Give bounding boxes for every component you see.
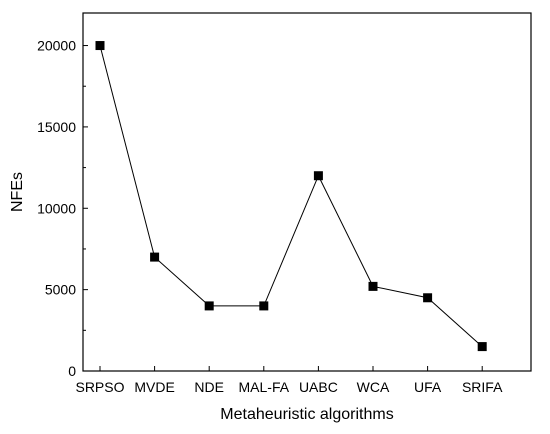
x-axis: SRPSO MVDE NDE MAL-FA UABC WCA UFA SRIFA (75, 366, 503, 395)
y-tick-label: 0 (68, 363, 76, 379)
data-point-wca (368, 281, 378, 291)
data-point-nde (204, 301, 214, 311)
x-tick-label: UABC (299, 379, 338, 395)
y-axis-title: NFEs (9, 172, 26, 212)
y-axis: 0 5000 10000 15000 20000 (37, 38, 88, 379)
y-tick-label: 15000 (37, 119, 76, 135)
data-point-ufa (423, 293, 433, 303)
y-tick-label: 20000 (37, 38, 76, 54)
data-point-mal-fa (259, 301, 269, 311)
y-tick-label: 5000 (45, 282, 76, 298)
x-tick-label: SRPSO (75, 379, 124, 395)
data-point-uabc (313, 171, 323, 181)
x-tick-label: MVDE (134, 379, 174, 395)
x-tick-label: NDE (194, 379, 224, 395)
x-tick-label: SRIFA (462, 379, 503, 395)
x-axis-title: Metaheuristic algorithms (220, 406, 393, 423)
x-tick-label: WCA (357, 379, 390, 395)
data-point-srpso (95, 41, 105, 51)
data-point-mvde (150, 252, 160, 262)
plot-frame (82, 12, 532, 372)
data-points (95, 41, 487, 352)
data-point-srifa (477, 342, 487, 352)
y-tick-label: 10000 (37, 200, 76, 216)
x-tick-label: UFA (414, 379, 442, 395)
x-tick-label: MAL-FA (239, 379, 290, 395)
series-line (99, 45, 483, 347)
